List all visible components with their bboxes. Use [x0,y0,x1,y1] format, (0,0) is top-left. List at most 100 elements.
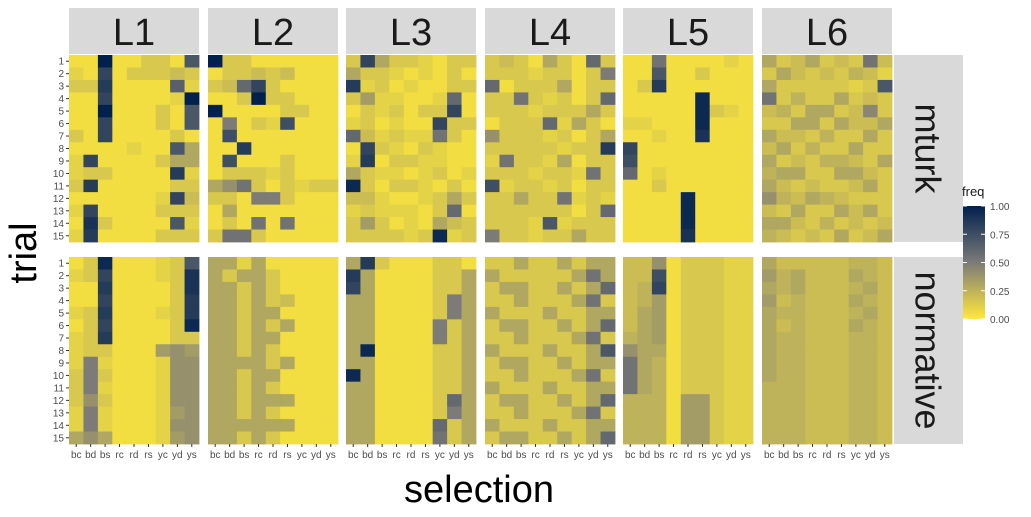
heatmap-cell [280,142,296,156]
heatmap-cell [600,167,616,181]
heatmap-cell [499,217,515,230]
heatmap-cell [790,369,806,383]
heatmap-cell [776,331,792,345]
heatmap-cell [542,319,558,333]
heatmap-cell [724,104,739,118]
heatmap-cell [170,381,185,395]
heatmap-cell [112,294,128,308]
heatmap-cell [461,294,477,308]
heatmap-cell [709,229,725,243]
heatmap-cell [586,294,601,308]
heatmap-cell [557,344,573,358]
heatmap-cell [877,306,893,320]
heatmap-cell [447,179,462,193]
heatmap-cell [805,179,821,193]
heatmap-cell [695,319,711,333]
heatmap-cell [680,281,696,295]
heatmap-cell [184,204,200,218]
heatmap-cell [724,319,739,333]
heatmap-cell [374,419,390,432]
x-tick-label: ys [880,450,890,461]
heatmap-cell [294,319,310,333]
heatmap-cell [877,331,893,345]
heatmap-cell [848,229,864,243]
heatmap-cell [69,319,84,333]
heatmap-cell [848,67,864,81]
heatmap-cell [738,117,754,131]
heatmap-cell [265,217,281,230]
heatmap-cell [790,319,806,333]
heatmap-cell [155,319,171,333]
heatmap-cell [323,294,339,308]
heatmap-cell [586,281,601,295]
heatmap-cell [222,257,238,270]
heatmap-cell [69,117,84,131]
heatmap-cell [485,257,500,270]
heatmap-cell [280,369,296,383]
y-tick-label: 12 [53,396,65,407]
heatmap-cell [346,269,361,283]
heatmap-cell [447,154,462,168]
heatmap-cell [805,381,821,395]
heatmap-cell [346,419,361,432]
heatmap-cell [346,257,361,270]
heatmap-cell [819,204,835,218]
heatmap-cell [805,192,821,205]
heatmap-cell [709,129,725,143]
heatmap-cell [819,331,835,345]
heatmap-cell [834,431,850,445]
heatmap-cell [418,394,434,407]
heatmap-cell [403,55,419,68]
heatmap-cell [637,104,653,118]
heatmap-cell [360,129,376,143]
heatmap-cell [738,306,754,320]
heatmap-cell [528,369,544,383]
heatmap-cell [184,331,200,345]
heatmap-cell [280,67,296,81]
heatmap-cell [280,92,296,106]
heatmap-cell [170,104,185,118]
heatmap-cell [69,281,84,295]
heatmap-cell [280,294,296,308]
heatmap-cell [651,67,667,81]
heatmap-cell [877,381,893,395]
heatmap-cell [83,92,99,106]
heatmap-cell [236,294,252,308]
heatmap-cell [403,294,419,308]
heatmap-cell [637,306,653,320]
heatmap-cell [542,142,558,156]
heatmap-cell [485,55,500,68]
heatmap-cell [461,394,477,407]
heatmap-cell [112,154,128,168]
heatmap-cell [83,431,99,445]
heatmap-cell [848,406,864,420]
heatmap-cell [571,79,587,93]
heatmap-cell [309,167,324,181]
heatmap-cell [432,192,448,205]
heatmap-cell [418,117,434,131]
x-tick-label: rc [531,450,539,461]
heatmap-cell [571,406,587,420]
heatmap-cell [236,394,252,407]
heatmap-cell [637,67,653,81]
heatmap-cell [346,167,361,181]
heatmap-cell [586,117,601,131]
heatmap-cell [222,117,238,131]
heatmap-cell [651,369,667,383]
heatmap-cell [571,319,587,333]
heatmap-cell [485,344,500,358]
heatmap-cell [499,154,515,168]
legend-tick-label: 0.25 [990,287,1010,298]
heatmap-cell [651,104,667,118]
heatmap-cell [155,257,171,270]
heatmap-cell [403,394,419,407]
heatmap-cell [280,229,296,243]
heatmap-cell [586,129,601,143]
heatmap-cell [184,179,200,193]
heatmap-cell [155,269,171,283]
heatmap-cell [666,356,682,370]
heatmap-cell [346,217,361,230]
heatmap-cell [805,281,821,295]
heatmap-cell [666,192,682,205]
heatmap-cell [374,179,390,193]
